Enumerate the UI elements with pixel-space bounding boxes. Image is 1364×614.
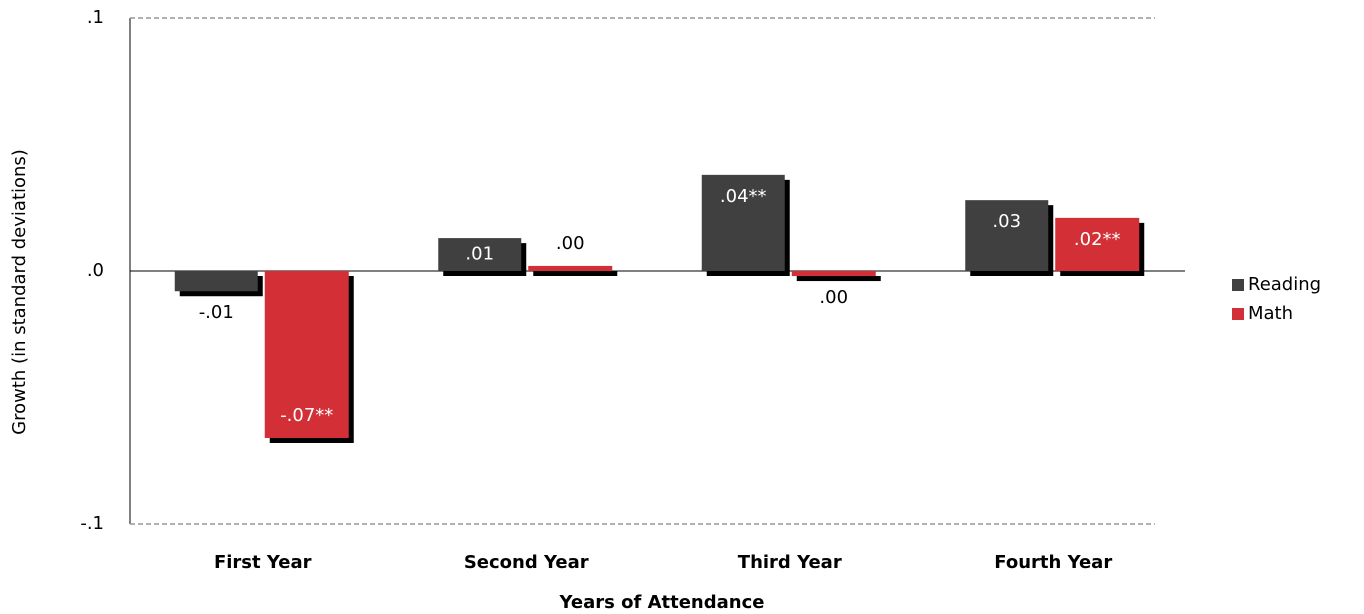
data-label: -.07** [280,405,333,426]
legend-label: Math [1248,303,1293,324]
y-tick-label: -.1 [80,513,104,534]
bar [701,174,785,271]
bar [965,200,1049,271]
x-tick-label: Fourth Year [994,552,1112,573]
bar [174,271,258,292]
data-label: .02** [1074,229,1121,250]
data-label: -.01 [199,302,234,323]
bar-shadow [533,270,618,276]
data-label: .04** [720,186,767,207]
x-axis-title: Years of Attendance [559,592,765,613]
y-tick-label: .1 [87,7,104,28]
x-tick-label: Second Year [464,552,589,573]
y-axis-title: Growth (in standard deviations) [9,149,30,435]
data-label: .00 [556,233,585,254]
bar [438,238,522,271]
legend-swatch [1232,308,1244,320]
bar [791,271,876,277]
bar [528,265,613,271]
bar [1055,217,1140,271]
x-tick-label: Third Year [738,552,842,573]
bar-shadow [796,276,881,282]
y-tick-label: .0 [87,260,104,281]
legend-swatch [1232,279,1244,291]
data-label: .03 [992,211,1021,232]
x-tick-label: First Year [214,552,312,573]
data-label: .01 [465,244,494,265]
data-label: .00 [819,287,848,308]
legend-label: Reading [1248,274,1321,295]
bar [264,271,349,438]
